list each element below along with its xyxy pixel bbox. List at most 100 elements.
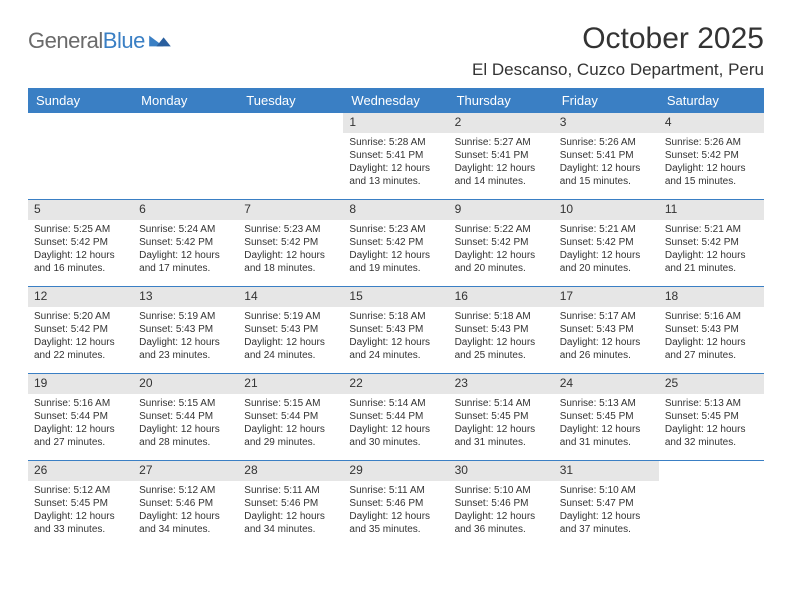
daylight-text: and 13 minutes. [349, 175, 442, 188]
sunset-text: Sunset: 5:42 PM [139, 236, 232, 249]
daylight-text: Daylight: 12 hours [139, 336, 232, 349]
sunrise-text: Sunrise: 5:15 AM [139, 397, 232, 410]
daylight-text: Daylight: 12 hours [349, 249, 442, 262]
day-number: 14 [238, 287, 343, 307]
sunrise-text: Sunrise: 5:26 AM [665, 136, 758, 149]
day-info: Sunrise: 5:25 AMSunset: 5:42 PMDaylight:… [28, 220, 133, 279]
day-info: Sunrise: 5:15 AMSunset: 5:44 PMDaylight:… [238, 394, 343, 453]
calendar-cell-empty [659, 461, 764, 547]
sunrise-text: Sunrise: 5:21 AM [665, 223, 758, 236]
day-number: 28 [238, 461, 343, 481]
weekday-header: Friday [554, 88, 659, 113]
sunset-text: Sunset: 5:42 PM [34, 323, 127, 336]
day-info: Sunrise: 5:18 AMSunset: 5:43 PMDaylight:… [343, 307, 448, 366]
day-info: Sunrise: 5:23 AMSunset: 5:42 PMDaylight:… [343, 220, 448, 279]
day-info: Sunrise: 5:20 AMSunset: 5:42 PMDaylight:… [28, 307, 133, 366]
day-number: 27 [133, 461, 238, 481]
daylight-text: Daylight: 12 hours [244, 423, 337, 436]
daylight-text: Daylight: 12 hours [455, 423, 548, 436]
day-number: 29 [343, 461, 448, 481]
day-number: 8 [343, 200, 448, 220]
sunset-text: Sunset: 5:42 PM [455, 236, 548, 249]
day-number: 9 [449, 200, 554, 220]
sunrise-text: Sunrise: 5:16 AM [665, 310, 758, 323]
day-number: 23 [449, 374, 554, 394]
page-title: October 2025 [582, 22, 764, 56]
daylight-text: and 34 minutes. [244, 523, 337, 536]
day-number: 26 [28, 461, 133, 481]
daylight-text: and 29 minutes. [244, 436, 337, 449]
daylight-text: and 23 minutes. [139, 349, 232, 362]
daylight-text: and 35 minutes. [349, 523, 442, 536]
day-info: Sunrise: 5:21 AMSunset: 5:42 PMDaylight:… [554, 220, 659, 279]
daylight-text: and 34 minutes. [139, 523, 232, 536]
day-number: 6 [133, 200, 238, 220]
calendar-page: GeneralBlue October 2025 El Descanso, Cu… [0, 0, 792, 569]
calendar-cell: 15Sunrise: 5:18 AMSunset: 5:43 PMDayligh… [343, 287, 448, 373]
calendar-cell: 25Sunrise: 5:13 AMSunset: 5:45 PMDayligh… [659, 374, 764, 460]
day-info: Sunrise: 5:26 AMSunset: 5:42 PMDaylight:… [659, 133, 764, 192]
daylight-text: and 15 minutes. [560, 175, 653, 188]
header-row: GeneralBlue October 2025 [28, 22, 764, 56]
day-number: 24 [554, 374, 659, 394]
calendar-cell: 31Sunrise: 5:10 AMSunset: 5:47 PMDayligh… [554, 461, 659, 547]
sunrise-text: Sunrise: 5:13 AM [665, 397, 758, 410]
calendar-cell: 17Sunrise: 5:17 AMSunset: 5:43 PMDayligh… [554, 287, 659, 373]
weekday-header: Tuesday [238, 88, 343, 113]
calendar-cell: 29Sunrise: 5:11 AMSunset: 5:46 PMDayligh… [343, 461, 448, 547]
sunset-text: Sunset: 5:45 PM [34, 497, 127, 510]
sunset-text: Sunset: 5:42 PM [560, 236, 653, 249]
daylight-text: and 19 minutes. [349, 262, 442, 275]
calendar-week-row: 5Sunrise: 5:25 AMSunset: 5:42 PMDaylight… [28, 199, 764, 286]
day-number: 11 [659, 200, 764, 220]
calendar-cell-empty [28, 113, 133, 199]
daylight-text: and 28 minutes. [139, 436, 232, 449]
daylight-text: Daylight: 12 hours [665, 162, 758, 175]
sunset-text: Sunset: 5:46 PM [139, 497, 232, 510]
sunrise-text: Sunrise: 5:20 AM [34, 310, 127, 323]
calendar-cell: 1Sunrise: 5:28 AMSunset: 5:41 PMDaylight… [343, 113, 448, 199]
sunset-text: Sunset: 5:42 PM [665, 236, 758, 249]
sunset-text: Sunset: 5:43 PM [560, 323, 653, 336]
calendar-cell: 23Sunrise: 5:14 AMSunset: 5:45 PMDayligh… [449, 374, 554, 460]
daylight-text: Daylight: 12 hours [244, 249, 337, 262]
sunrise-text: Sunrise: 5:15 AM [244, 397, 337, 410]
brand-logo: GeneralBlue [28, 28, 171, 54]
sunset-text: Sunset: 5:46 PM [455, 497, 548, 510]
day-info: Sunrise: 5:27 AMSunset: 5:41 PMDaylight:… [449, 133, 554, 192]
day-number: 12 [28, 287, 133, 307]
day-number: 3 [554, 113, 659, 133]
sunrise-text: Sunrise: 5:19 AM [139, 310, 232, 323]
brand-name: GeneralBlue [28, 28, 145, 54]
day-number: 30 [449, 461, 554, 481]
brand-name-gray: General [28, 28, 103, 53]
daylight-text: and 14 minutes. [455, 175, 548, 188]
sunset-text: Sunset: 5:44 PM [34, 410, 127, 423]
daylight-text: and 31 minutes. [455, 436, 548, 449]
daylight-text: Daylight: 12 hours [139, 423, 232, 436]
sunset-text: Sunset: 5:42 PM [34, 236, 127, 249]
sunset-text: Sunset: 5:43 PM [244, 323, 337, 336]
sunset-text: Sunset: 5:42 PM [244, 236, 337, 249]
day-number: 16 [449, 287, 554, 307]
sunset-text: Sunset: 5:43 PM [665, 323, 758, 336]
sunrise-text: Sunrise: 5:23 AM [244, 223, 337, 236]
daylight-text: Daylight: 12 hours [665, 336, 758, 349]
sunrise-text: Sunrise: 5:21 AM [560, 223, 653, 236]
calendar-cell: 4Sunrise: 5:26 AMSunset: 5:42 PMDaylight… [659, 113, 764, 199]
calendar-cell: 24Sunrise: 5:13 AMSunset: 5:45 PMDayligh… [554, 374, 659, 460]
day-info: Sunrise: 5:16 AMSunset: 5:43 PMDaylight:… [659, 307, 764, 366]
calendar-cell: 2Sunrise: 5:27 AMSunset: 5:41 PMDaylight… [449, 113, 554, 199]
location-subtitle: El Descanso, Cuzco Department, Peru [28, 60, 764, 80]
sunset-text: Sunset: 5:41 PM [349, 149, 442, 162]
day-number: 15 [343, 287, 448, 307]
daylight-text: and 24 minutes. [349, 349, 442, 362]
daylight-text: Daylight: 12 hours [139, 249, 232, 262]
sunrise-text: Sunrise: 5:10 AM [455, 484, 548, 497]
calendar-week-row: 1Sunrise: 5:28 AMSunset: 5:41 PMDaylight… [28, 113, 764, 199]
brand-name-blue: Blue [103, 28, 145, 53]
sunrise-text: Sunrise: 5:10 AM [560, 484, 653, 497]
sunset-text: Sunset: 5:46 PM [349, 497, 442, 510]
day-info: Sunrise: 5:12 AMSunset: 5:45 PMDaylight:… [28, 481, 133, 540]
day-info: Sunrise: 5:11 AMSunset: 5:46 PMDaylight:… [343, 481, 448, 540]
